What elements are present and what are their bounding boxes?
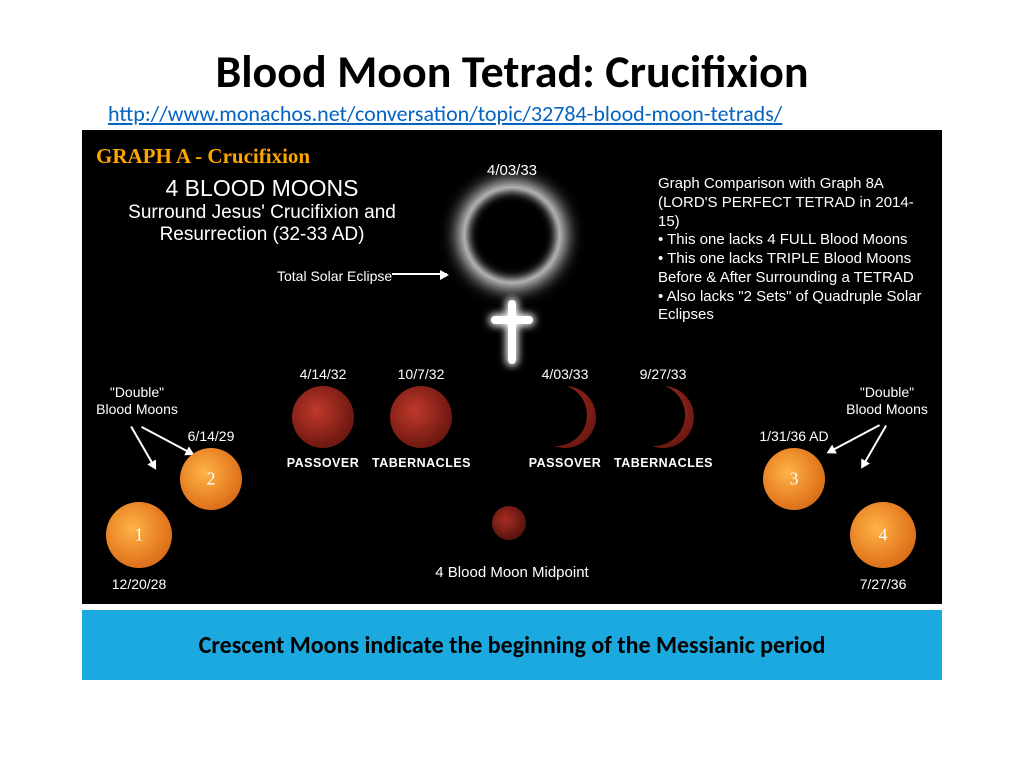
date-r4: 9/27/33 <box>632 366 694 382</box>
slide-title: Blood Moon Tetrad: Crucifixion <box>0 44 1024 100</box>
blood-moon-2: 2 <box>180 448 242 510</box>
infographic: GRAPH A - Crucifixion 4 BLOOD MOONS Surr… <box>82 130 942 604</box>
compare-bullet-1: • This one lacks 4 FULL Blood Moons <box>658 231 928 250</box>
compare-bullet-2: • This one lacks TRIPLE Blood Moons Befo… <box>658 250 928 288</box>
blood-moon-r3 <box>534 386 596 448</box>
tse-label: Total Solar Eclipse <box>277 268 392 284</box>
festival-r1: PASSOVER <box>280 456 366 470</box>
four-bm-rest: Surround Jesus' Crucifixion and Resurrec… <box>128 202 396 245</box>
festival-r2: TABERNACLES <box>372 456 470 470</box>
moon-num-3: 3 <box>790 469 799 490</box>
blood-moon-1: 1 <box>106 502 172 568</box>
blood-moon-r2 <box>390 386 452 448</box>
festival-r4: TABERNACLES <box>614 456 712 470</box>
blood-moon-r1 <box>292 386 354 448</box>
blood-moon-4: 4 <box>850 502 916 568</box>
date-m3: 1/31/36 AD <box>744 428 844 444</box>
compare-bullet-3: • Also lacks "2 Sets" of Quadruple Solar… <box>658 288 928 326</box>
date-m1: 12/20/28 <box>96 576 182 592</box>
moon-num-1: 1 <box>135 525 144 546</box>
date-m4: 7/27/36 <box>840 576 926 592</box>
double-label-left: "Double" Blood Moons <box>94 384 180 418</box>
date-r1: 4/14/32 <box>292 366 354 382</box>
compare-title: Graph Comparison with Graph 8A (LORD'S P… <box>658 175 928 231</box>
festival-r3: PASSOVER <box>522 456 608 470</box>
arrow-icon <box>392 274 447 275</box>
midpoint-moon <box>492 506 526 540</box>
date-r2: 10/7/32 <box>390 366 452 382</box>
moon-num-4: 4 <box>879 525 888 546</box>
four-bm-big: 4 BLOOD MOONS <box>122 175 402 202</box>
four-blood-moons-title: 4 BLOOD MOONS Surround Jesus' Crucifixio… <box>122 175 402 246</box>
blood-moon-3: 3 <box>763 448 825 510</box>
cross-icon <box>491 300 533 364</box>
graph-a-label: GRAPH A - Crucifixion <box>96 144 310 169</box>
caption-text: Crescent Moons indicate the beginning of… <box>199 631 826 660</box>
date-r3: 4/03/33 <box>534 366 596 382</box>
comparison-box: Graph Comparison with Graph 8A (LORD'S P… <box>658 175 928 325</box>
caption-bar: Crescent Moons indicate the beginning of… <box>82 610 942 680</box>
eclipse-date: 4/03/33 <box>487 162 537 179</box>
moon-num-2: 2 <box>207 469 216 490</box>
midpoint-label: 4 Blood Moon Midpoint <box>435 564 588 581</box>
source-link[interactable]: http://www.monachos.net/conversation/top… <box>108 100 782 127</box>
slide: Blood Moon Tetrad: Crucifixion http://ww… <box>0 0 1024 768</box>
double-label-right: "Double" Blood Moons <box>844 384 930 418</box>
blood-moon-r4 <box>632 386 694 448</box>
date-m2: 6/14/29 <box>172 428 250 444</box>
solar-eclipse-icon <box>465 188 559 282</box>
